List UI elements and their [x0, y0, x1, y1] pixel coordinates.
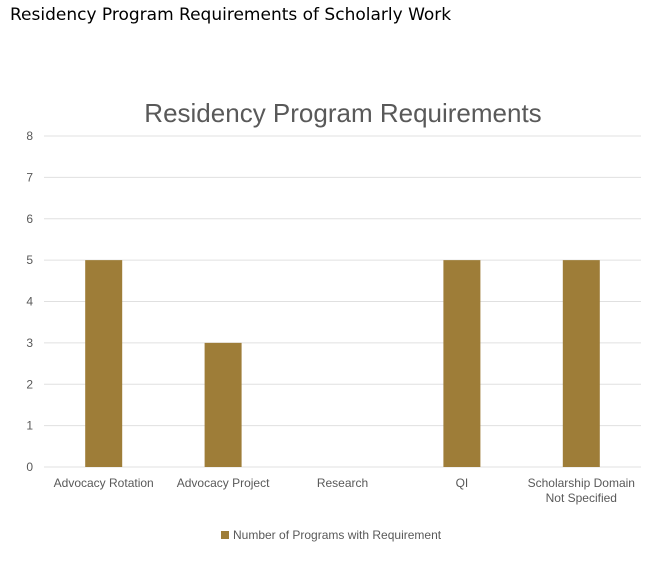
bar: [443, 260, 481, 467]
chart-gridlines: [44, 135, 641, 468]
chart-title: Residency Program Requirements: [144, 98, 541, 128]
x-tick-label: Research: [317, 476, 368, 490]
x-axis: Advocacy Rotation Advocacy Project Researc…: [54, 476, 635, 505]
y-tick-label: 0: [26, 460, 33, 474]
chart-legend: Number of Programs with Requirement: [221, 528, 442, 542]
y-tick-label: 6: [26, 212, 33, 226]
y-axis: 0 1 2 3 4 5 6 7 8: [26, 129, 33, 474]
chart-bars: [85, 260, 600, 467]
y-tick-label: 2: [26, 377, 33, 391]
y-tick-label: 5: [26, 253, 33, 267]
y-tick-label: 1: [26, 419, 33, 433]
y-tick-label: 7: [26, 170, 33, 184]
x-tick-label: Advocacy Project: [177, 476, 270, 490]
x-tick-label: Advocacy Rotation: [54, 476, 154, 490]
legend-swatch: [221, 531, 229, 539]
x-tick-label: QI: [456, 476, 469, 490]
page-heading: Residency Program Requirements of Schola…: [10, 5, 452, 25]
y-tick-label: 8: [26, 129, 33, 143]
bar: [204, 342, 242, 467]
y-tick-label: 3: [26, 336, 33, 350]
x-tick-label: Scholarship Domain Not Specified: [528, 476, 635, 505]
legend-label: Number of Programs with Requirement: [233, 528, 442, 542]
y-tick-label: 4: [26, 295, 33, 309]
bar: [85, 260, 123, 467]
bar: [562, 260, 600, 467]
